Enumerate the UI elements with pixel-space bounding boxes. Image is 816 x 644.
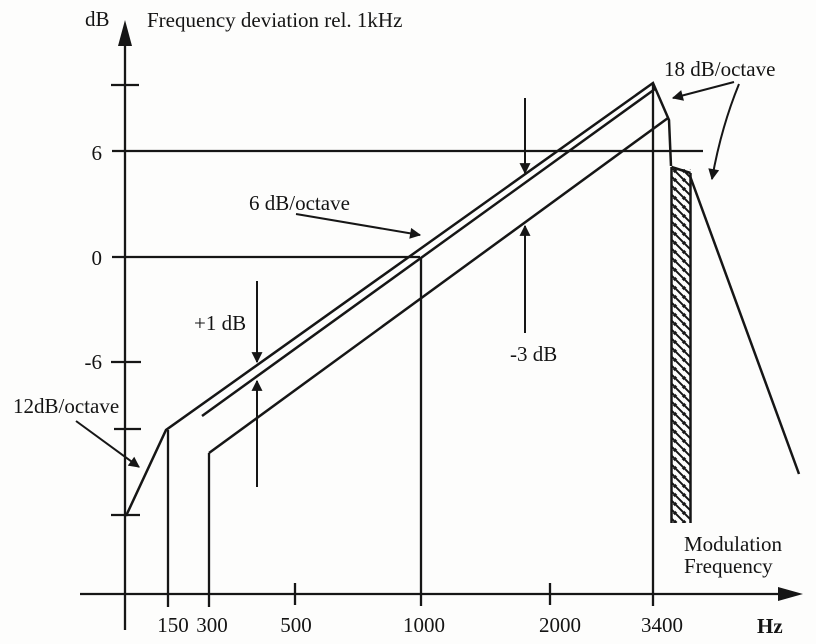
modulation-frequency-band [670,165,692,523]
annotation-minus3db: -3 dB [510,342,557,366]
y-tick-label-minus6: -6 [85,350,103,374]
annotation-arrow-12db [75,420,140,468]
y-tick-label-6: 6 [92,141,103,165]
annotation-arrow-6db [295,213,422,239]
lower-limit-line [208,116,669,455]
x-axis-unit-label: Hz [757,614,783,638]
y-axis-unit-label: dB [85,7,110,31]
x-tick-label-300: 300 [196,613,228,637]
annotation-plus1db: +1 dB [194,311,246,335]
nominal-response-line [201,87,656,418]
annotation-modulation: Modulation [684,532,782,556]
annotation-arrow-18db-lower [708,83,740,181]
x-axis-arrow-icon [778,587,803,601]
upper-limit-line [124,81,673,517]
annotation-arrow-18db-upper [671,81,735,101]
annotation-6db-octave: 6 dB/octave [249,191,350,215]
x-tick-label-1000: 1000 [403,613,445,637]
hatched-band-top-edge [671,165,691,175]
x-tick-label-500: 500 [280,613,312,637]
annotation-12db-octave: 12dB/octave [13,394,119,418]
annotation-18db-octave: 18 dB/octave [664,57,775,81]
x-tick-label-150: 150 [157,613,189,637]
x-tick-label-2000: 2000 [539,613,581,637]
hatched-band-fill [671,169,691,523]
chart-title: Frequency deviation rel. 1kHz [147,8,402,32]
rolloff-line-18db [688,175,801,475]
annotation-frequency: Frequency [684,554,773,578]
y-axis-arrow-icon [118,20,132,46]
x-tick-label-3400: 3400 [641,613,683,637]
y-tick-label-0: 0 [92,246,103,270]
